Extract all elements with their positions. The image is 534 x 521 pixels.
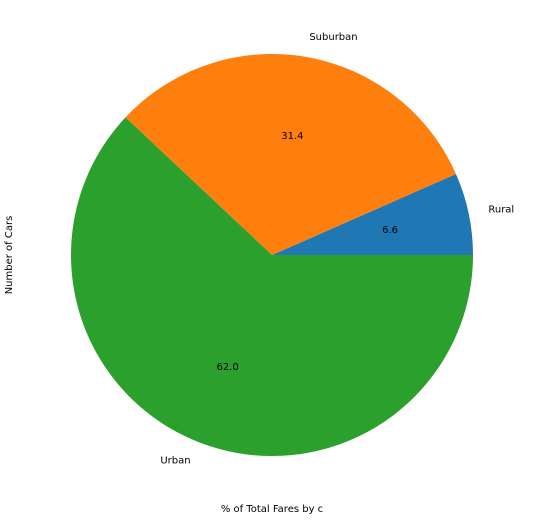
pie-slices: [71, 54, 474, 457]
category-label-suburban: Suburban: [309, 32, 357, 43]
x-axis-label: % of Total Fares by c: [221, 504, 323, 515]
category-label-rural: Rural: [488, 204, 514, 215]
pie-slice-urban: [71, 117, 474, 457]
percentage-label-rural: 6.6: [382, 225, 398, 236]
pie-slice-suburban: [125, 54, 456, 255]
percentage-label-urban: 62.0: [216, 362, 238, 373]
category-label-urban: Urban: [160, 456, 190, 467]
pie-slice-rural: [272, 174, 473, 255]
y-axis-label: Number of Cars: [4, 216, 15, 295]
category-labels: Rural Suburban Urban: [160, 32, 514, 467]
percentage-label-suburban: 31.4: [281, 131, 303, 142]
percentage-labels: 6.6 31.4 62.0: [216, 131, 398, 373]
